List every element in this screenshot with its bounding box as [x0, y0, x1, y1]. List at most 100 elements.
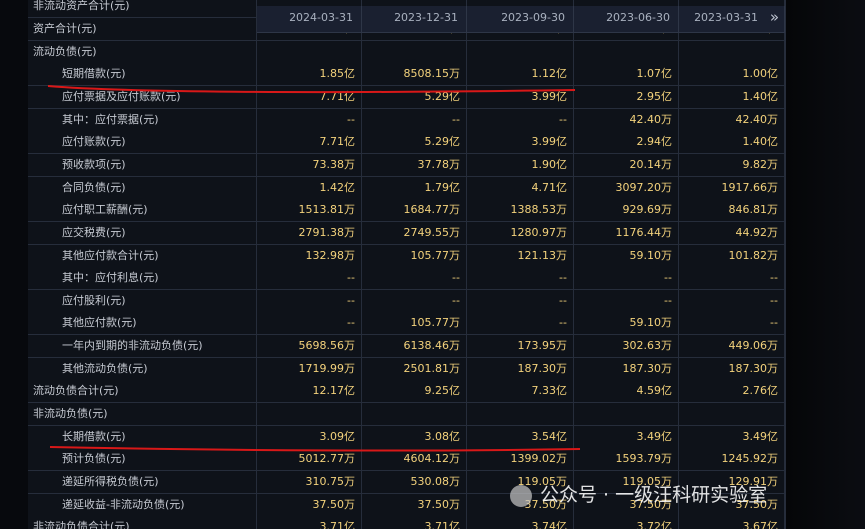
- value-cell: 132.98万: [257, 244, 362, 267]
- row-label: 递延所得税负债(元): [28, 471, 257, 493]
- table-row: 非流动负债合计(元) 3.71亿 3.71亿 3.74亿 3.72亿 3.67亿: [28, 516, 785, 529]
- value-cell: 1388.53万: [467, 199, 574, 222]
- column-header: 2023-06-30: [574, 6, 679, 32]
- row-label: 其他应付款合计(元): [28, 244, 257, 267]
- value-cell: 6138.46万: [362, 335, 467, 358]
- value-cell: 42.40万: [679, 108, 785, 131]
- value-cell: 1719.99万: [257, 357, 362, 380]
- value-cell: 101.82万: [679, 244, 785, 267]
- table-row: 应交税费(元) 2791.38万 2749.55万 1280.97万 1176.44万 4…: [28, 221, 785, 245]
- row-label: 其中：应付票据(元): [28, 108, 257, 131]
- value-cell: 1245.92万: [679, 448, 785, 471]
- value-cell: 2.76亿: [679, 380, 785, 403]
- value-cell: --: [467, 108, 574, 131]
- value-cell: --: [257, 108, 362, 131]
- value-cell: [574, 40, 679, 63]
- column-header: 2023-12-31: [362, 6, 467, 32]
- value-cell: 3.99亿: [467, 85, 574, 108]
- table-row: 流动负债合计(元) 12.17亿 9.25亿 7.33亿 4.59亿 2.76亿: [28, 380, 785, 404]
- table-row: 递延所得税负债(元) 310.75万 530.08万 119.05万 119.05万 12…: [28, 471, 785, 494]
- value-cell: [574, 403, 679, 426]
- value-cell: 3097.20万: [574, 176, 679, 199]
- row-label: 长期借款(元): [28, 425, 257, 448]
- value-cell: 1280.97万: [467, 221, 574, 244]
- row-label: 预计负债(元): [28, 448, 257, 471]
- value-cell: 1.40亿: [679, 85, 785, 108]
- value-cell: --: [679, 267, 785, 290]
- row-label: 非流动资产合计(元): [28, 0, 257, 18]
- value-cell: 119.05万: [574, 471, 679, 493]
- value-cell: 9.25亿: [362, 380, 467, 403]
- value-cell: --: [362, 108, 467, 131]
- value-cell: 3.71亿: [257, 516, 362, 529]
- value-cell: 929.69万: [574, 199, 679, 222]
- value-cell: 1.42亿: [257, 176, 362, 199]
- value-cell: 1.85亿: [257, 63, 362, 86]
- value-cell: 2501.81万: [362, 357, 467, 380]
- table-row: 预计负债(元) 5012.77万 4604.12万 1399.02万 1593.79万 1…: [28, 448, 785, 472]
- value-cell: 3.99亿: [467, 131, 574, 154]
- value-cell: 42.40万: [574, 108, 679, 131]
- value-cell: --: [679, 289, 785, 312]
- value-cell: 1684.77万: [362, 199, 467, 222]
- row-label: 合同负债(元): [28, 176, 257, 199]
- row-label: 一年内到期的非流动负债(元): [28, 335, 257, 358]
- value-cell: 1917.66万: [679, 176, 785, 199]
- value-cell: [467, 40, 574, 63]
- column-header: 2023-09-30: [467, 6, 574, 32]
- value-cell: 105.77万: [362, 312, 467, 335]
- value-cell: --: [257, 267, 362, 290]
- row-label: 应付职工薪酬(元): [28, 199, 257, 222]
- table-row: 一年内到期的非流动负债(元) 5698.56万 6138.46万 173.95万 302…: [28, 335, 785, 359]
- value-cell: 4604.12万: [362, 448, 467, 471]
- red-underline: [49, 446, 581, 452]
- value-cell: 3.72亿: [574, 516, 679, 529]
- wechat-icon: [510, 484, 532, 507]
- value-cell: 4.59亿: [574, 380, 679, 403]
- table-row: 其他应付款(元) -- 105.77万 -- 59.10万 --: [28, 312, 785, 336]
- value-cell: 1513.81万: [257, 199, 362, 222]
- value-cell: --: [574, 289, 679, 312]
- value-cell: 1176.44万: [574, 221, 679, 244]
- value-cell: [679, 403, 785, 426]
- table-row: 其他流动负债(元) 1719.99万 2501.81万 187.30万 187.30万 1…: [28, 357, 785, 381]
- value-cell: [362, 40, 467, 63]
- value-cell: 37.50万: [257, 493, 362, 516]
- value-cell: 1.12亿: [467, 63, 574, 86]
- value-cell: 3.71亿: [362, 516, 467, 529]
- value-cell: 187.30万: [467, 357, 574, 380]
- value-cell: [679, 40, 785, 63]
- value-cell: [362, 403, 467, 426]
- value-cell: --: [574, 267, 679, 290]
- value-cell: 846.81万: [679, 199, 785, 222]
- value-cell: --: [467, 289, 574, 312]
- value-cell: 119.05万: [467, 471, 574, 493]
- value-cell: 2.95亿: [574, 85, 679, 108]
- column-header: 2023-03-31: [679, 6, 785, 32]
- value-cell: 449.06万: [679, 335, 785, 358]
- value-cell: 37.78万: [362, 153, 467, 176]
- value-cell: --: [467, 267, 574, 290]
- row-label: 流动负债(元): [28, 40, 257, 63]
- value-cell: --: [257, 289, 362, 312]
- row-label: 其中：应付利息(元): [28, 267, 257, 290]
- value-cell: [467, 403, 574, 426]
- row-label: 资产合计(元): [28, 18, 257, 40]
- value-cell: 5.29亿: [362, 131, 467, 154]
- value-cell: 37.50万: [679, 493, 785, 516]
- column-header: 2024-03-31: [257, 6, 362, 32]
- value-cell: 1.79亿: [362, 176, 467, 199]
- value-cell: 530.08万: [362, 471, 467, 493]
- value-cell: 59.10万: [574, 312, 679, 335]
- row-label: 递延收益-非流动负债(元): [28, 493, 257, 516]
- value-cell: 1399.02万: [467, 448, 574, 471]
- value-cell: 2749.55万: [362, 221, 467, 244]
- table-row: 应付股利(元) -- -- -- -- --: [28, 289, 785, 313]
- table-row: 递延收益-非流动负债(元) 37.50万 37.50万 37.50万 37.50万 37.…: [28, 493, 785, 517]
- row-label: 非流动负债(元): [28, 403, 257, 426]
- value-cell: 7.71亿: [257, 131, 362, 154]
- more-button[interactable]: »: [769, 8, 779, 26]
- value-cell: --: [362, 267, 467, 290]
- value-cell: --: [362, 289, 467, 312]
